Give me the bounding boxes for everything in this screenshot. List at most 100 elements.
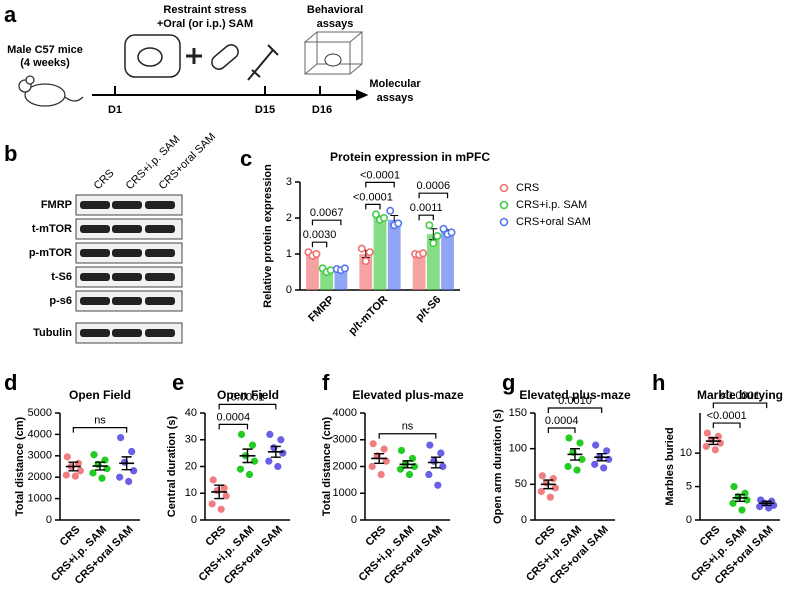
error-bar [374,452,385,464]
data-point [217,505,225,513]
data-point [426,441,434,449]
panel-label: a [4,2,17,27]
y-tick-label: 1000 [333,487,357,499]
blot-band [112,249,142,257]
data-point [380,445,388,453]
significance-label: 0.0001 [231,391,265,403]
significance-bracket [365,181,395,188]
data-point [439,462,447,471]
error-bar [68,461,79,472]
y-tick-label: 20 [185,460,197,472]
y-tick-label: 10 [680,447,692,459]
data-point [357,244,366,253]
molecular-text: Molecular [369,78,421,90]
blot-band [145,297,175,305]
molecular-text: assays [377,92,414,104]
y-axis-label: Total distance (cm) [14,416,26,516]
blot-band [145,249,175,257]
data-point [125,477,133,486]
error-bar [402,460,413,469]
chart-title: Protein expression in mPFC [330,150,490,164]
error-bar [270,445,281,458]
y-tick-label: 0 [286,284,292,296]
blot-band [112,201,142,209]
legend-label: CRS+i.p. SAM [516,199,587,211]
data-point [429,239,438,248]
panel-label: f [322,370,330,395]
significance-label: 0.0011 [410,202,443,214]
data-point [394,219,403,228]
error-bar [214,484,225,500]
subject-text: Male C57 mice [7,44,83,56]
data-point [382,457,390,465]
blot-band [112,329,142,337]
x-tick-label: p/t-mTOR [346,294,390,338]
data-point [549,475,557,483]
data-point [537,487,545,496]
x-tick-label: CRS [203,524,228,549]
significance-bracket [72,427,128,433]
behavior-text: assays [317,18,354,30]
blot-row-label: p-mTOR [29,247,72,259]
blot-band [145,273,175,281]
blot-band [80,201,110,209]
data-point [564,462,572,471]
significance-bracket [712,402,768,409]
blot-row-label: FMRP [41,199,72,211]
data-point [98,474,106,482]
chart-title: Elevated plus-maze [519,388,631,402]
y-tick-label: 0 [521,514,527,526]
data-point [312,250,321,259]
data-point [738,506,746,514]
blot-row-label: t-mTOR [32,223,72,235]
significance-label: 0.0004 [545,415,579,427]
significance-label: 0.0010 [558,395,592,407]
data-point [116,473,124,481]
data-point [425,221,434,230]
y-tick-label: 3000 [28,450,52,462]
data-point [237,430,246,438]
blot-column-label: CRS [92,167,117,192]
significance-label: <0.0001 [353,191,393,203]
bar [412,254,426,290]
data-point [565,434,573,442]
data-point [600,464,608,472]
blot-band [112,273,142,281]
y-axis-label: Relative protein expression [262,164,274,308]
bar [320,270,334,290]
data-point [592,441,600,449]
data-point [405,470,414,479]
significance-label: <0.0001 [360,169,400,181]
data-point [89,469,97,477]
error-bar [596,452,607,462]
bar [441,231,454,290]
y-tick-label: 150 [509,407,527,419]
data-point [266,430,274,438]
bar [387,219,401,290]
blot-band [112,297,142,305]
significance-bracket [712,422,741,429]
y-axis-label: Open arm duration (s) [492,409,504,524]
data-point [439,224,448,233]
significance-label: 0.0067 [310,207,344,219]
error-bar [570,447,580,461]
data-point [603,447,611,455]
blot-band [80,273,110,281]
bar [306,254,319,290]
bar [373,218,387,290]
y-tick-label: 10 [185,487,197,499]
data-point [277,436,285,444]
panel-label: b [4,141,17,166]
y-tick-label: 2000 [333,460,357,472]
y-tick-label: 4000 [333,407,357,419]
legend-marker [499,200,509,210]
blot-band [145,225,175,233]
treatment-text: +Oral (or i.p.) SAM [157,18,253,30]
data-point [90,451,98,459]
y-tick-label: 1000 [28,493,52,505]
significance-label: 0.0006 [417,180,451,192]
day-label: D16 [312,104,332,116]
blot-band [80,329,110,337]
subject-text: (4 weeks) [20,57,70,69]
data-point [434,481,442,489]
